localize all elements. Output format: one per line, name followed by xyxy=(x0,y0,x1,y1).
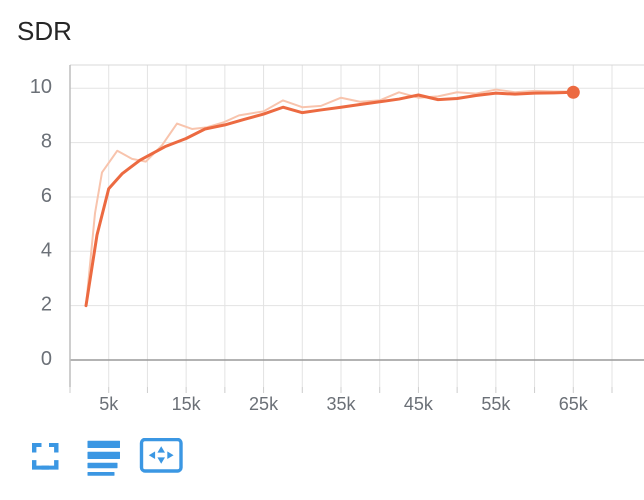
svg-text:45k: 45k xyxy=(404,394,434,414)
svg-text:5k: 5k xyxy=(99,394,119,414)
svg-text:0: 0 xyxy=(41,348,52,370)
svg-text:4: 4 xyxy=(41,239,52,261)
svg-text:15k: 15k xyxy=(172,394,202,414)
svg-text:55k: 55k xyxy=(481,394,511,414)
svg-text:6: 6 xyxy=(41,185,52,207)
svg-text:65k: 65k xyxy=(559,394,589,414)
svg-text:35k: 35k xyxy=(326,394,356,414)
svg-text:25k: 25k xyxy=(249,394,279,414)
svg-text:2: 2 xyxy=(41,294,52,316)
svg-text:8: 8 xyxy=(41,131,52,153)
svg-text:10: 10 xyxy=(30,76,52,98)
